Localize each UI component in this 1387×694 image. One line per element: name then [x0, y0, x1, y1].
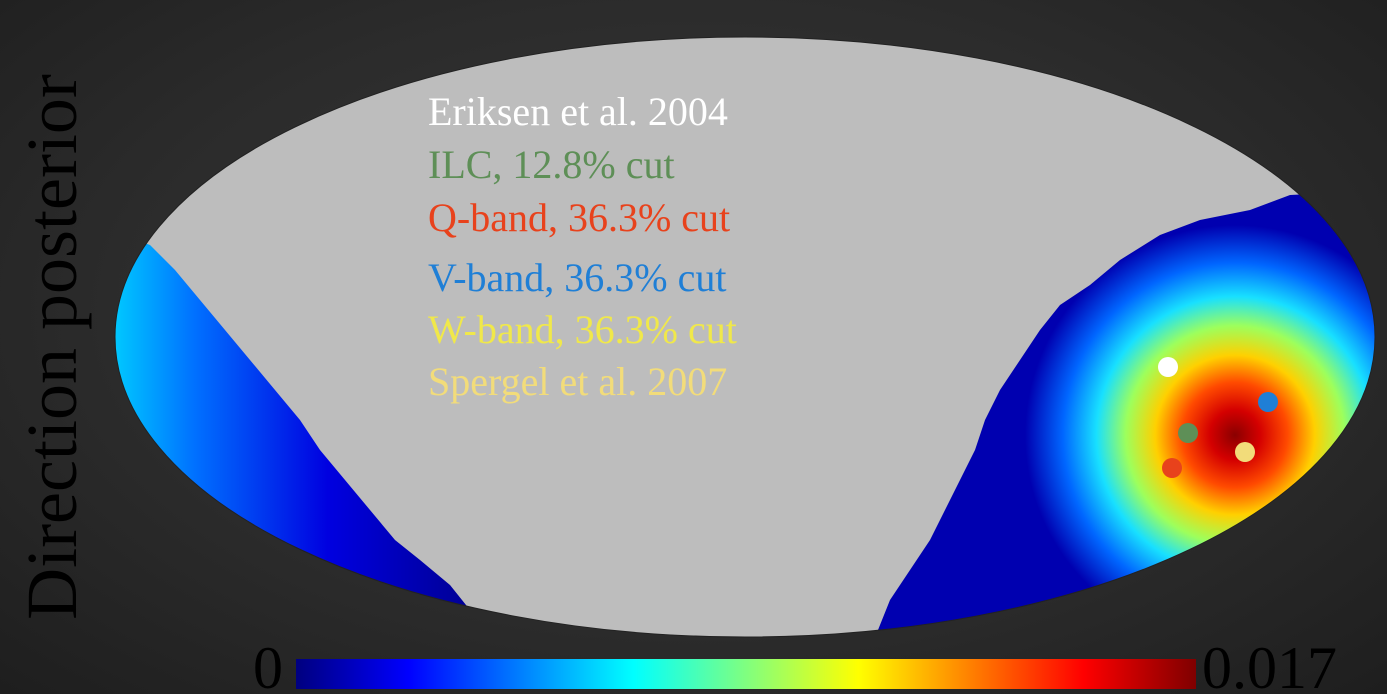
- legend-entry: Q-band, 36.3% cut: [428, 195, 731, 240]
- sky-outline: [114, 36, 1376, 638]
- direction-marker: [1235, 442, 1255, 462]
- legend-entry: V-band, 36.3% cut: [428, 255, 727, 300]
- legend-entry: Eriksen et al. 2004: [428, 89, 728, 134]
- colorbar-max-label: 0.017: [1202, 635, 1337, 694]
- legend-entry: Spergel et al. 2007: [428, 359, 728, 404]
- colorbar-min-label: 0: [253, 635, 283, 694]
- direction-marker: [1178, 423, 1198, 443]
- colorbar: [296, 659, 1196, 689]
- direction-marker: [1258, 392, 1278, 412]
- direction-marker: [1158, 357, 1178, 377]
- legend-entry: W-band, 36.3% cut: [428, 307, 737, 352]
- legend-entry: ILC, 12.8% cut: [428, 142, 675, 187]
- direction-marker: [1162, 458, 1182, 478]
